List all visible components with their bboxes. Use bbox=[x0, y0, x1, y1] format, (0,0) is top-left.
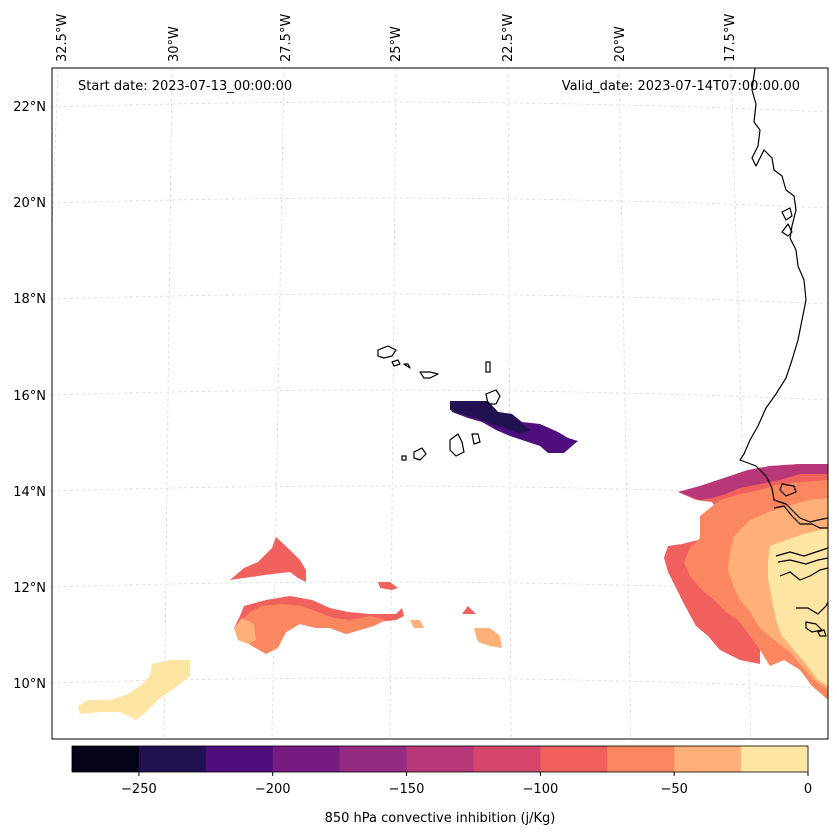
colorbar-tick-label: −150 bbox=[389, 782, 425, 797]
lat-label-12n: 12°N bbox=[13, 581, 46, 596]
cv-sao-vicente bbox=[391, 359, 401, 367]
africa-lake-2 bbox=[781, 207, 793, 221]
colorbar-swatch bbox=[674, 746, 742, 772]
cv-sal bbox=[485, 361, 491, 373]
cv-boa-vista bbox=[485, 389, 501, 405]
colorbar-swatch bbox=[205, 746, 274, 772]
colorbar-swatch bbox=[406, 746, 474, 772]
senegal-river bbox=[779, 483, 797, 497]
lon-label-25w: 25°W bbox=[389, 26, 404, 62]
colorbar-label: 850 hPa convective inhibition (j/Kg) bbox=[325, 811, 556, 826]
colorbar-border bbox=[71, 745, 809, 773]
cv-santa-luzia bbox=[403, 363, 411, 369]
gridlines bbox=[51, 67, 829, 740]
colorbar-swatch bbox=[72, 746, 140, 772]
lat-label-14n: 14°N bbox=[13, 485, 46, 500]
cv-maio bbox=[471, 433, 481, 445]
cin-africa-yellow bbox=[768, 528, 828, 686]
cin-patch-3-pale bbox=[234, 618, 256, 644]
start-date-label: Start date: 2023-07-13_00:00:00 bbox=[78, 79, 292, 94]
colorbar-swatch bbox=[607, 746, 675, 772]
colorbar-tick-label: −250 bbox=[121, 782, 157, 797]
gambia-river-2 bbox=[777, 557, 829, 565]
colorbar-swatch bbox=[741, 746, 809, 772]
coastlines bbox=[377, 67, 829, 637]
cv-santo-antao bbox=[377, 345, 397, 359]
cin-africa-magenta bbox=[678, 464, 828, 500]
guinea-coast-2 bbox=[796, 601, 829, 615]
map-border bbox=[51, 67, 829, 740]
lat-label-22n: 22°N bbox=[13, 100, 46, 115]
cin-band-dark bbox=[450, 401, 530, 434]
lat-labels: 22°N 20°N 18°N 16°N 14°N 12°N 10°N bbox=[13, 100, 46, 692]
colorbar-swatch bbox=[540, 746, 608, 772]
lon-label-17-5w: 17.5°W bbox=[723, 14, 738, 62]
colorbar-tick-label: −50 bbox=[660, 782, 687, 797]
cin-patch-3-light bbox=[238, 604, 386, 654]
lat-label-20n: 20°N bbox=[13, 196, 46, 211]
colorbar-tick-labels: −250 −200 −150 −100 −50 0 bbox=[121, 782, 812, 797]
cv-sao-nicolau bbox=[419, 371, 439, 379]
cv-fogo bbox=[413, 447, 427, 461]
cin-patch-1 bbox=[230, 537, 306, 582]
lon-label-27-5w: 27.5°W bbox=[279, 14, 294, 62]
colorbar-swatch bbox=[272, 746, 341, 772]
gambia-river bbox=[775, 547, 829, 557]
lat-label-10n: 10°N bbox=[13, 677, 46, 692]
lat-label-16n: 16°N bbox=[13, 389, 46, 404]
africa-lake bbox=[781, 223, 793, 237]
cin-patch-2 bbox=[378, 582, 398, 590]
cin-patch-7 bbox=[78, 660, 190, 720]
lon-label-22-5w: 22.5°W bbox=[501, 14, 516, 62]
africa-coast bbox=[739, 67, 829, 523]
lon-labels: 32.5°W 30°W 27.5°W 25°W 22.5°W 20°W 17.5… bbox=[55, 14, 738, 62]
guinea-islands bbox=[805, 621, 823, 633]
colorbar-tick-label: −200 bbox=[255, 782, 291, 797]
guinea-islands-2 bbox=[817, 629, 827, 637]
colorbar-ticks bbox=[138, 772, 809, 776]
cv-brava bbox=[401, 455, 407, 461]
lon-label-32-5w: 32.5°W bbox=[55, 14, 70, 62]
valid-date-label: Valid_date: 2023-07-14T07:00:00.00 bbox=[562, 79, 800, 94]
africa-coast-inner bbox=[773, 505, 828, 529]
colorbar-tick-label: 0 bbox=[804, 782, 812, 797]
colorbar-swatch bbox=[473, 746, 541, 772]
colorbar-swatch bbox=[138, 746, 207, 772]
colorbar bbox=[72, 746, 809, 772]
lat-label-18n: 18°N bbox=[13, 292, 46, 307]
cin-patch-5 bbox=[462, 606, 476, 614]
guinea-coast bbox=[779, 567, 829, 581]
colorbar-swatch bbox=[339, 746, 408, 772]
colorbar-tick-label: −100 bbox=[523, 782, 559, 797]
cv-santiago bbox=[449, 433, 465, 457]
cin-field bbox=[78, 401, 828, 720]
cin-patch-4 bbox=[410, 620, 424, 628]
cin-patch-6 bbox=[474, 628, 502, 648]
lon-label-20w: 20°W bbox=[613, 26, 628, 62]
lon-label-30w: 30°W bbox=[167, 26, 182, 62]
